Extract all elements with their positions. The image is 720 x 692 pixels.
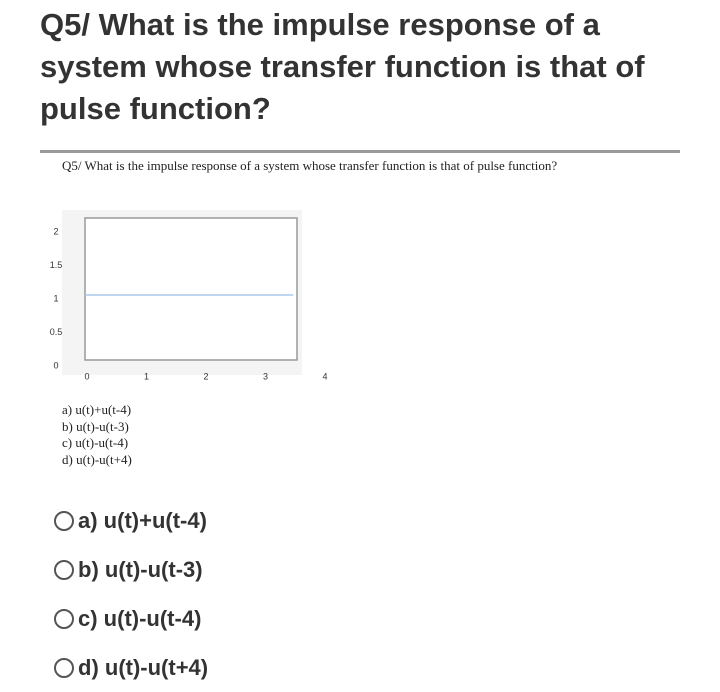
answer-list: a) u(t)+u(t-4) b) u(t)-u(t-3) c) u(t)-u(t-… <box>54 496 208 692</box>
y-tick-label: 0 <box>53 360 58 370</box>
radio-button[interactable] <box>54 657 74 678</box>
answer-option[interactable]: c) u(t)-u(t-4) <box>54 594 208 643</box>
image-option: c) u(t)-u(t-4) <box>62 435 129 450</box>
x-tick-label: 4 <box>322 371 327 381</box>
image-option: d) u(t)-u(t+4) <box>62 451 132 467</box>
x-tick-label: 1 <box>144 371 149 381</box>
answer-label[interactable]: c) u(t)-u(t-4) <box>78 605 202 631</box>
radio-button[interactable] <box>54 559 74 580</box>
answer-label[interactable]: d) u(t)-u(t+4) <box>78 654 209 680</box>
radio-button[interactable] <box>54 608 74 629</box>
answer-option[interactable]: b) u(t)-u(t-3) <box>54 545 208 594</box>
image-option: b) u(t)-u(t-3) <box>62 418 129 434</box>
pulse-chart: 0 0.5 1 1.5 2 0 1 2 3 4 <box>50 210 328 381</box>
image-question-text: Q5/ What is the impulse response of a sy… <box>62 158 558 173</box>
x-tick-label: 0 <box>84 371 89 381</box>
y-tick-label: 2 <box>53 226 58 236</box>
answer-option[interactable]: d) u(t)-u(t+4) <box>54 643 208 692</box>
answer-option[interactable]: a) u(t)+u(t-4) <box>54 496 208 545</box>
image-options: a) u(t)+u(t-4) b) u(t)-u(t-3) c) u(t)-u(t-… <box>62 402 132 468</box>
x-tick-label: 3 <box>263 371 268 381</box>
x-tick-label: 2 <box>203 371 208 381</box>
separator <box>40 150 680 153</box>
answer-label[interactable]: b) u(t)-u(t-3) <box>78 556 203 582</box>
y-tick-label: 1 <box>53 293 58 303</box>
answer-label[interactable]: a) u(t)+u(t-4) <box>78 507 207 533</box>
image-option: a) u(t)+u(t-4) <box>62 402 132 417</box>
radio-button[interactable] <box>54 510 74 531</box>
y-tick-label: 1.5 <box>50 260 63 270</box>
y-tick-label: 0.5 <box>50 327 63 337</box>
plot-frame <box>84 217 298 361</box>
question-title: Q5/ What is the impulse response of a sy… <box>40 7 645 126</box>
